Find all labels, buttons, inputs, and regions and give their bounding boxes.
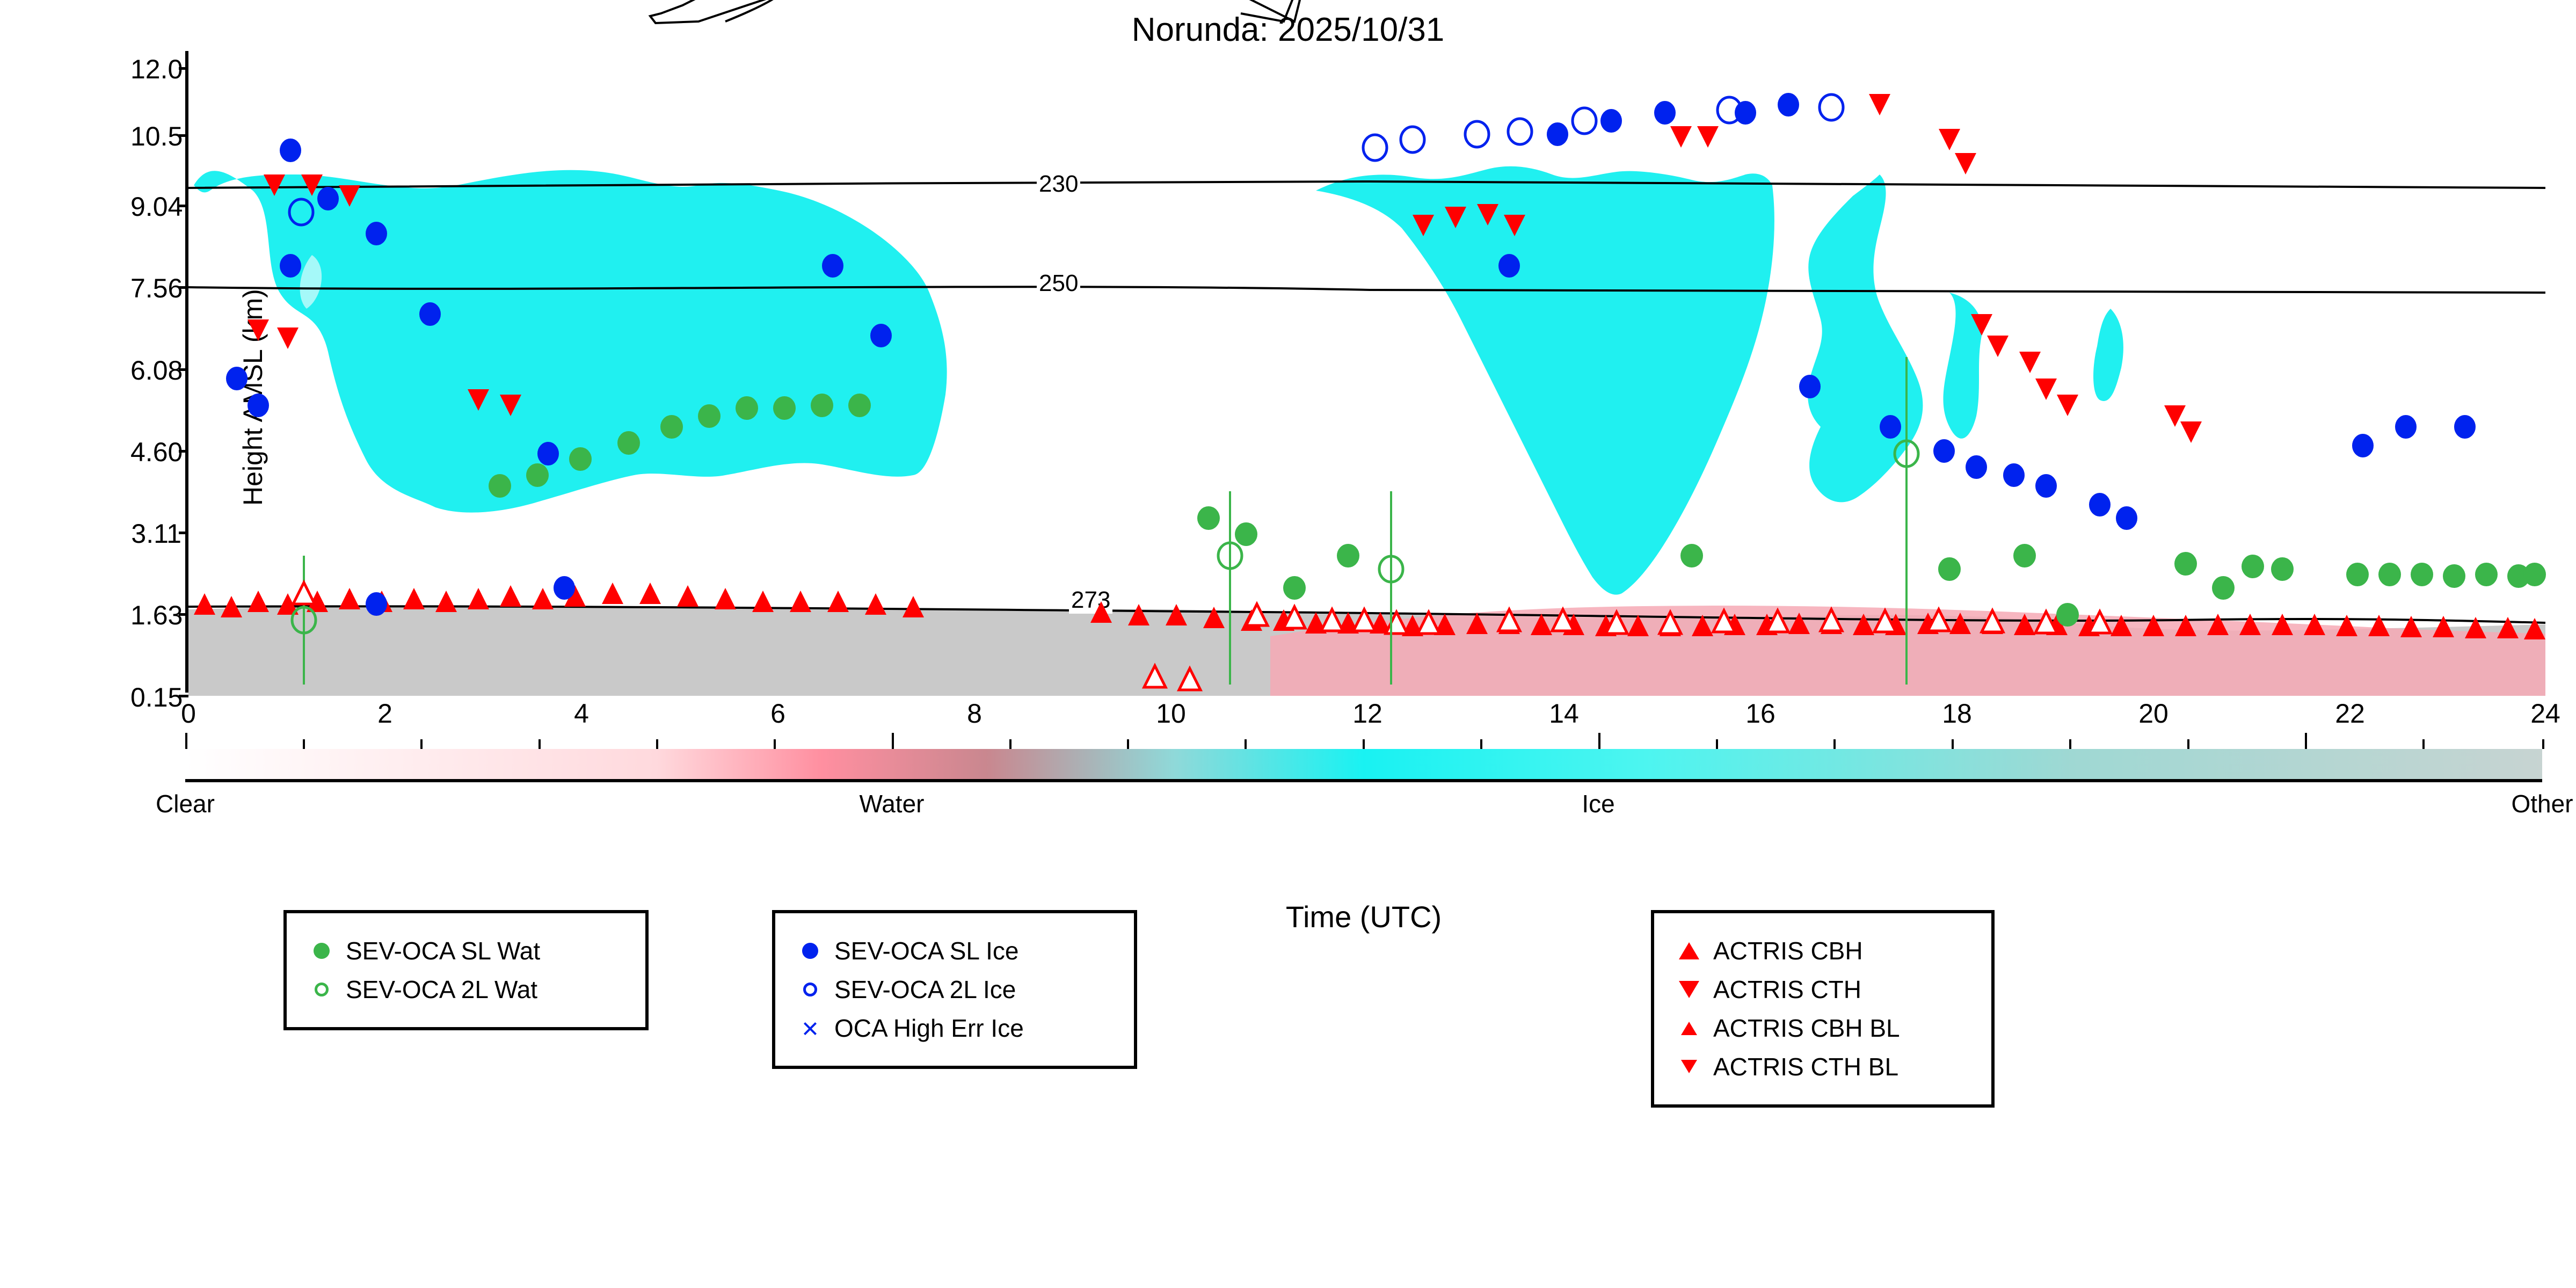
legend-label-2l-ice: SEV-OCA 2L Ice [834, 975, 1016, 1004]
sev-oca-2l-wat-icon [315, 983, 329, 996]
colorbar-label-clear: Clear [156, 789, 215, 818]
xtick-label: 4 [565, 698, 598, 729]
colorbar-wrap: Clear Water Ice Other [185, 749, 2542, 782]
legend-item-sev-oca-2l-wat: SEV-OCA 2L Wat [308, 975, 624, 1004]
sev-oca-sl-ice-icon [802, 943, 818, 959]
legend-item-oca-high-err-ice: OCA High Err Ice [797, 1014, 1112, 1043]
xtick-label: 0 [172, 698, 205, 729]
ytick-label: 4.60 [130, 436, 181, 468]
colorbar-label-other: Other [2511, 789, 2573, 818]
legend-item-sev-oca-sl-wat: SEV-OCA SL Wat [308, 936, 624, 965]
actris-cbh-icon [1679, 942, 1699, 959]
ytick-label: 9.04 [130, 191, 181, 222]
ytick-label: 1.63 [130, 600, 181, 631]
xtick-label: 14 [1548, 698, 1580, 729]
legend-label-cbh-bl: ACTRIS CBH BL [1713, 1014, 1900, 1043]
oca-high-err-ice-icon [802, 1020, 818, 1036]
legend-label-cth: ACTRIS CTH [1713, 975, 1861, 1004]
legend-item-actris-cbh: ACTRIS CBH [1676, 936, 1970, 965]
xtick-label: 16 [1744, 698, 1777, 729]
actris-cbh-bl-icon [1679, 1020, 1699, 1037]
ytick-label: 7.56 [130, 273, 181, 304]
legend-item-sev-oca-sl-ice: SEV-OCA SL Ice [797, 936, 1112, 965]
chart-title: Norunda: 2025/10/31 [0, 11, 2576, 49]
data-markers-layer: 0 [188, 51, 2545, 696]
xtick-label: 22 [2334, 698, 2366, 729]
plot-area: Height AMSL (km) 0.15 1.63 3.11 4.60 6.0… [185, 51, 2542, 693]
xtick-label: 8 [958, 698, 991, 729]
xtick-label: 18 [1941, 698, 1973, 729]
legend-label-sl-ice: SEV-OCA SL Ice [834, 936, 1018, 965]
legend-label-cbh: ACTRIS CBH [1713, 936, 1863, 965]
ytick-label: 10.5 [130, 121, 181, 152]
legend-item-actris-cth-bl: ACTRIS CTH BL [1676, 1052, 1970, 1081]
ytick-label: 6.08 [130, 355, 181, 386]
xtick-label: 20 [2137, 698, 2170, 729]
legend-label-sl-wat: SEV-OCA SL Wat [346, 936, 540, 965]
legend-label-cth-bl: ACTRIS CTH BL [1713, 1052, 1898, 1081]
sev-oca-2l-ice-icon [803, 983, 817, 996]
xtick-label: 2 [369, 698, 401, 729]
legend-item-actris-cth: ACTRIS CTH [1676, 975, 1970, 1004]
colorbar-label-water: Water [860, 789, 925, 818]
sev-oca-sl-wat-icon [314, 943, 330, 959]
ytick-label: 3.11 [130, 518, 181, 549]
legend-label-high-err-ice: OCA High Err Ice [834, 1014, 1024, 1043]
ytick-label: 12.0 [130, 54, 181, 85]
actris-cth-bl-icon [1679, 1058, 1699, 1075]
legend-label-2l-wat: SEV-OCA 2L Wat [346, 975, 537, 1004]
legend-item-sev-oca-2l-ice: SEV-OCA 2L Ice [797, 975, 1112, 1004]
colorbar-gradient [185, 749, 2542, 782]
legend-item-actris-cbh-bl: ACTRIS CBH BL [1676, 1014, 1970, 1043]
xtick-label: 10 [1155, 698, 1187, 729]
water-legend-box: SEV-OCA SL Wat SEV-OCA 2L Wat [283, 910, 649, 1030]
xtick-label: 24 [2529, 698, 2562, 729]
ice-legend-box: SEV-OCA SL Ice SEV-OCA 2L Ice OCA High E… [772, 910, 1137, 1069]
chart-root: Norunda: 2025/10/31 Height AMSL (km) 0.1… [0, 0, 2576, 1288]
xtick-label: 12 [1351, 698, 1384, 729]
actris-legend-box: ACTRIS CBH ACTRIS CTH ACTRIS CBH BL ACTR… [1651, 910, 1995, 1108]
actris-cth-icon [1679, 981, 1699, 998]
colorbar-label-ice: Ice [1582, 789, 1614, 818]
xtick-label: 6 [762, 698, 794, 729]
